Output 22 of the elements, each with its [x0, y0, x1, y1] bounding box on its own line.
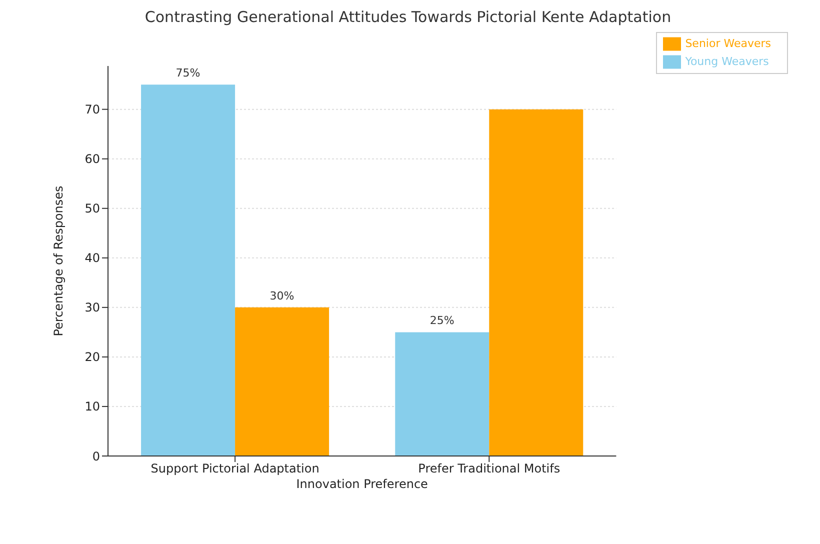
y-tick-label: 10 [84, 400, 100, 414]
y-tick-label: 40 [84, 251, 100, 266]
bar [235, 307, 330, 456]
data-label: 25% [430, 314, 454, 328]
bar [489, 109, 584, 456]
y-tick-label: 0 [92, 449, 100, 464]
y-axis-title: Percentage of Responses [51, 186, 66, 336]
x-tick-label: Prefer Traditional Motifs [418, 462, 560, 476]
y-tick-label: 30 [84, 300, 100, 315]
data-label: 30% [270, 289, 294, 302]
legend-label: Young Weavers [685, 55, 769, 68]
legend-label: Senior Weavers [685, 37, 771, 50]
y-tick-label: 70 [84, 102, 100, 117]
data-label: 75% [176, 66, 200, 80]
x-axis-title: Innovation Preference [296, 477, 428, 491]
x-tick-label: Support Pictorial Adaptation [150, 462, 320, 476]
y-tick-label: 20 [84, 350, 100, 364]
y-tick-label: 50 [84, 202, 100, 216]
chart-title: Contrasting Generational Attitudes Towards Pictorial Kente Adaptation [144, 8, 672, 26]
bar [395, 332, 490, 456]
y-tick-label: 60 [84, 152, 100, 166]
bar [141, 84, 236, 456]
